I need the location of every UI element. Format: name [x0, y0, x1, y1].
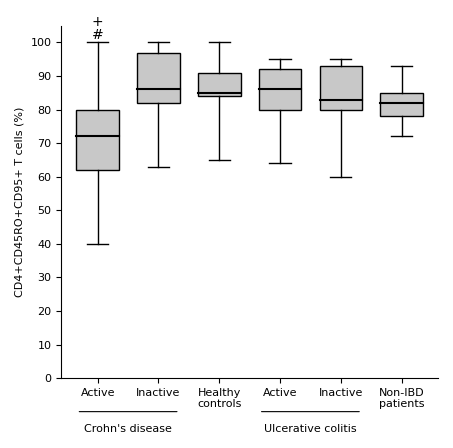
FancyBboxPatch shape [198, 73, 241, 96]
Text: Crohn's disease: Crohn's disease [84, 424, 172, 434]
FancyBboxPatch shape [319, 66, 362, 110]
Text: +: + [92, 15, 104, 29]
FancyBboxPatch shape [259, 69, 301, 110]
FancyBboxPatch shape [380, 93, 423, 116]
Y-axis label: CD4+CD45RO+CD95+ T cells (%): CD4+CD45RO+CD95+ T cells (%) [15, 107, 25, 297]
Text: Ulcerative colitis: Ulcerative colitis [264, 424, 357, 434]
FancyBboxPatch shape [137, 52, 180, 103]
FancyBboxPatch shape [77, 110, 119, 170]
Text: #: # [92, 29, 104, 43]
